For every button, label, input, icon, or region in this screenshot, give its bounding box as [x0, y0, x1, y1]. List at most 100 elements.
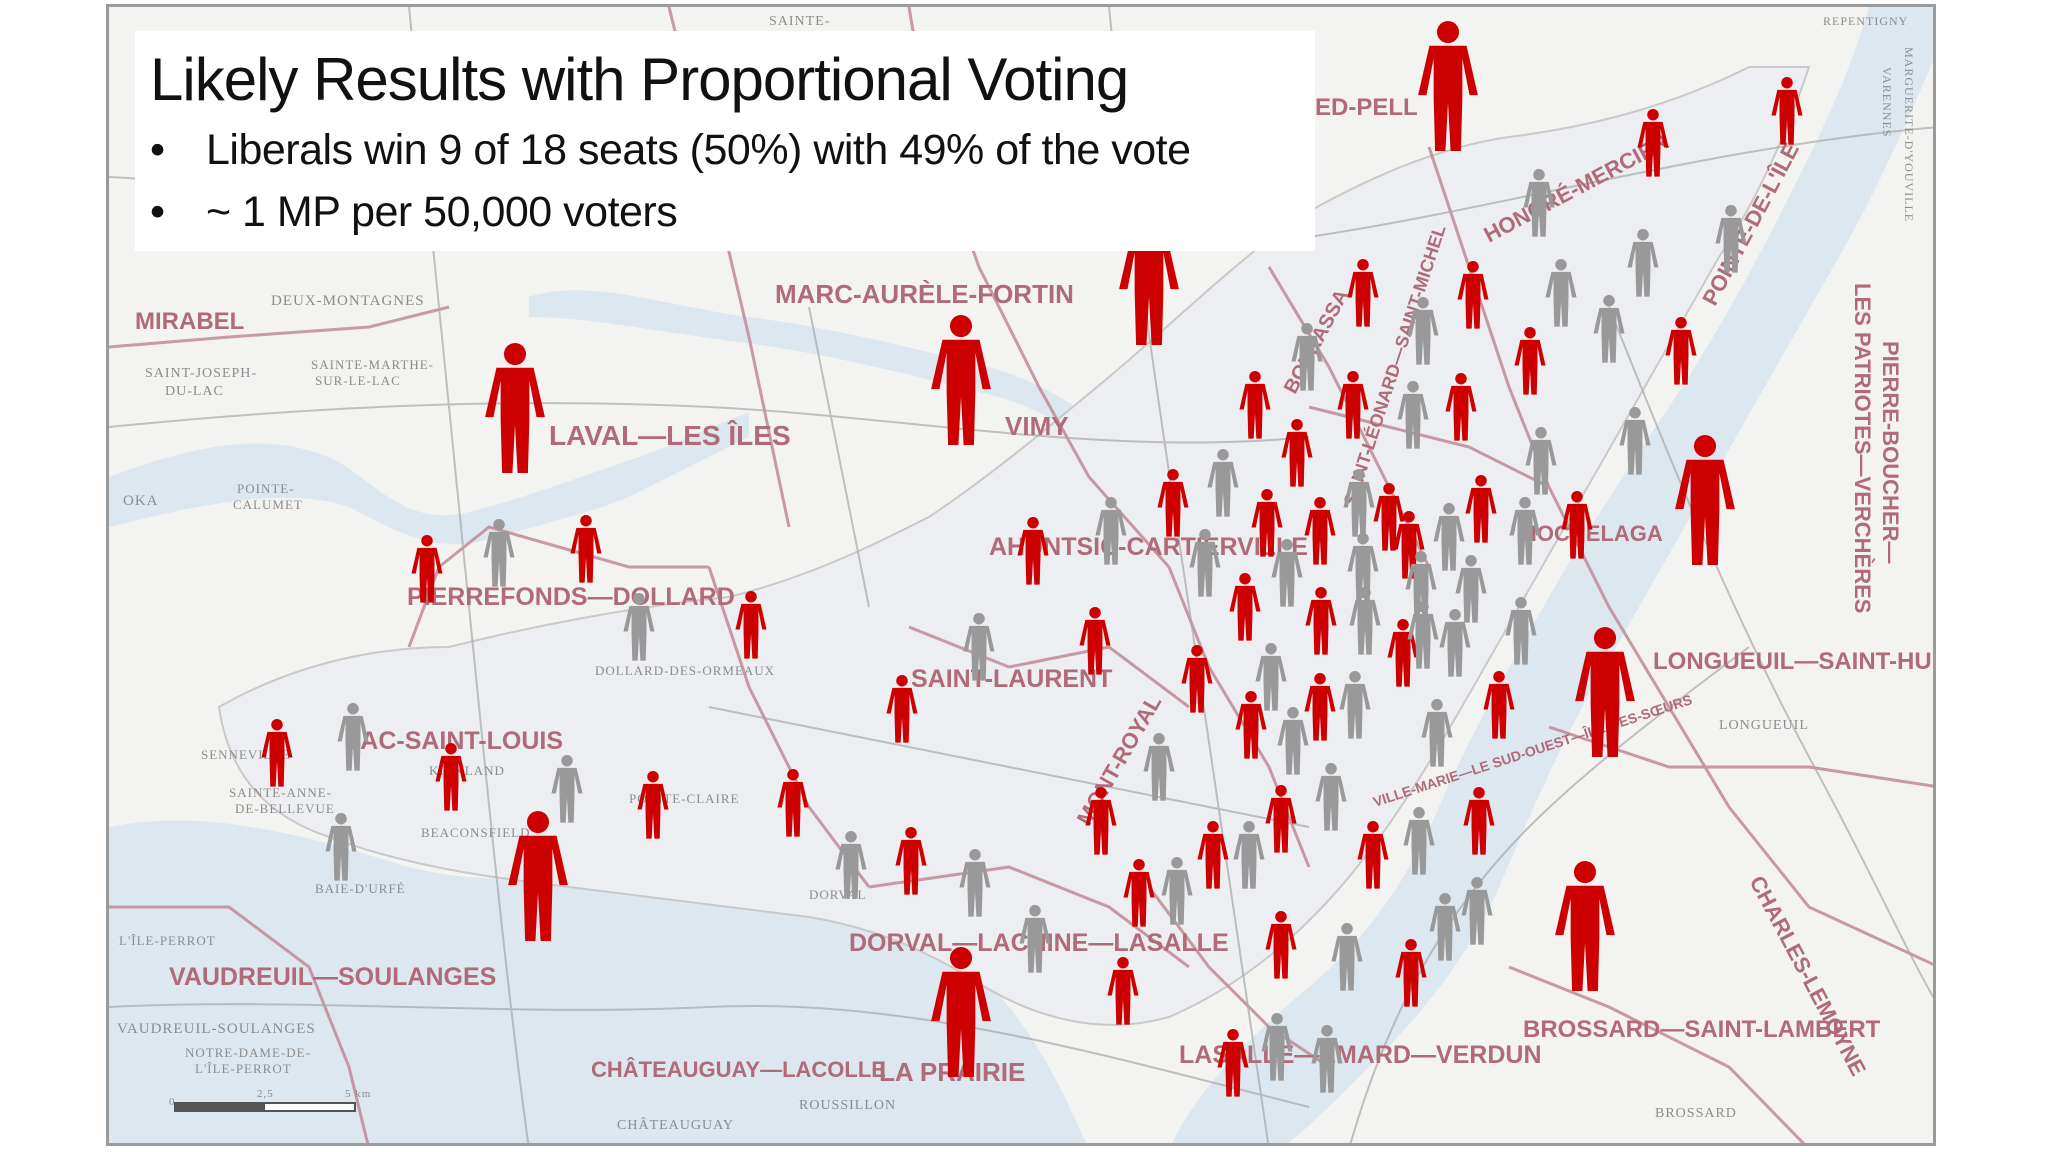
label-sur-le-lac: SUR-LE-LAC [315, 373, 401, 388]
liberal-mp-person-icon [1305, 587, 1337, 655]
label-sainte-anne: SAINTE-ANNE- [229, 785, 332, 800]
label-scale-25: 2,5 [257, 1088, 274, 1100]
liberal-mp-person-icon [1347, 259, 1379, 327]
liberal-mp-person-icon [1251, 489, 1283, 557]
liberal-mp-person-icon [1514, 327, 1546, 395]
label-chateauguay-lacolle: CHÂTEAUGUAY—LACOLLE [591, 1057, 886, 1082]
label-marc-aurele-fortin: MARC-AURÈLE-FORTIN [775, 279, 1074, 309]
other-mp-person-icon [1315, 763, 1347, 831]
liberal-mp-person-icon [1304, 673, 1336, 741]
label-deux-montagnes: DEUX-MONTAGNES [271, 293, 425, 309]
liberal-mp-person-icon [777, 769, 809, 837]
other-mp-person-icon [1715, 205, 1747, 273]
label-repentigny: REPENTIGNY [1823, 14, 1908, 28]
other-mp-person-icon [1339, 671, 1371, 739]
other-mp-person-icon [1255, 643, 1287, 711]
label-scale-5: 5 km [345, 1088, 371, 1100]
liberal-mp-person-icon [735, 591, 767, 659]
liberal-mp-person-icon [1373, 483, 1405, 551]
other-mp-person-icon [959, 849, 991, 917]
label-de-bellevue: DE-BELLEVUE [235, 801, 335, 816]
other-mp-person-icon [1525, 427, 1557, 495]
liberal-mp-person-icon [508, 811, 568, 941]
other-mp-person-icon [1545, 259, 1577, 327]
other-mp-person-icon [1311, 1025, 1343, 1093]
label-dorval: DORVAL [809, 887, 866, 902]
other-mp-person-icon [1433, 503, 1465, 571]
bullet-item: • Liberals win 9 of 18 seats (50%) with 4… [150, 126, 1191, 175]
label-ed-pell: ED-PELL [1315, 94, 1418, 121]
liberal-mp-person-icon [1239, 371, 1271, 439]
other-mp-person-icon [1509, 497, 1541, 565]
liberal-mp-person-icon [1265, 785, 1297, 853]
liberal-mp-person-icon [1395, 939, 1427, 1007]
bullet-dot: • [150, 188, 165, 236]
other-mp-person-icon [1343, 469, 1375, 537]
liberal-mp-person-icon [637, 771, 669, 839]
other-mp-person-icon [1439, 609, 1471, 677]
label-brossard: BROSSARD [1655, 1106, 1737, 1121]
label-mirabel: MIRABEL [135, 308, 244, 335]
label-pointe: POINTE- [237, 481, 295, 496]
liberal-mp-person-icon [1085, 787, 1117, 855]
other-mp-person-icon [1233, 821, 1265, 889]
slide-title: Likely Results with Proportional Voting [150, 46, 1129, 113]
label-saint-laurent: SAINT-LAURENT [911, 665, 1112, 693]
liberal-mp-person-icon [1465, 475, 1497, 543]
liberal-mp-person-icon [1304, 497, 1336, 565]
liberal-mp-person-icon [1457, 261, 1489, 329]
label-pierre-boucher: PIERRE-BOUCHER— [1878, 341, 1903, 563]
label-pierrefonds-dollard: PIERREFONDS—DOLLARD [407, 583, 735, 611]
other-mp-person-icon [1403, 807, 1435, 875]
other-mp-person-icon [1505, 597, 1537, 665]
other-mp-person-icon [1619, 407, 1651, 475]
other-mp-person-icon [1397, 381, 1429, 449]
liberal-mp-person-icon [931, 947, 991, 1077]
label-dollard-des-ormeaux: DOLLARD-DES-ORMEAUX [595, 663, 775, 678]
liberal-mp-person-icon [1463, 787, 1495, 855]
other-mp-person-icon [1405, 551, 1437, 619]
label-beaconsfield: BEACONSFIELD [421, 825, 531, 840]
label-oka: OKA [123, 493, 159, 509]
bullet-text: Liberals win 9 of 18 seats (50%) with 49… [206, 126, 1191, 174]
bullet-item: • ~ 1 MP per 50,000 voters [150, 188, 678, 237]
bullet-dot: • [150, 126, 165, 174]
other-mp-person-icon [483, 519, 515, 587]
liberal-mp-person-icon [1107, 957, 1139, 1025]
other-mp-person-icon [1095, 497, 1127, 565]
other-mp-person-icon [1143, 733, 1175, 801]
other-mp-person-icon [337, 703, 369, 771]
label-hochelaga: HOCHELAGA [1521, 521, 1663, 546]
other-mp-person-icon [551, 755, 583, 823]
liberal-mp-person-icon [1575, 627, 1635, 757]
label-du-lac: DU-LAC [165, 384, 224, 399]
liberal-mp-person-icon [1217, 1029, 1249, 1097]
label-laval-les-iles: LAVAL—LES ÎLES [549, 420, 791, 451]
other-mp-person-icon [1593, 295, 1625, 363]
liberal-mp-person-icon [435, 743, 467, 811]
other-mp-person-icon [1019, 905, 1051, 973]
liberal-mp-person-icon [895, 827, 927, 895]
liberal-mp-person-icon [1418, 21, 1478, 152]
liberal-mp-person-icon [1235, 691, 1267, 759]
label-calumet: CALUMET [233, 497, 303, 512]
liberal-mp-person-icon [1337, 371, 1369, 439]
bullet-text: ~ 1 MP per 50,000 voters [206, 188, 678, 236]
other-mp-person-icon [1627, 229, 1659, 297]
other-mp-person-icon [1291, 323, 1323, 391]
label-scale-0: 0 [169, 1096, 176, 1108]
liberal-mp-person-icon [1555, 861, 1615, 991]
label-notre-dame: NOTRE-DAME-DE- [185, 1045, 311, 1060]
liberal-mp-person-icon [485, 343, 545, 473]
other-mp-person-icon [1207, 449, 1239, 517]
other-mp-person-icon [1523, 169, 1555, 237]
label-vaudreuil-soulanges: VAUDREUIL—SOULANGES [169, 963, 496, 991]
label-saint-joseph: SAINT-JOSEPH- [145, 366, 257, 381]
other-mp-person-icon [1421, 699, 1453, 767]
liberal-mp-person-icon [1079, 607, 1111, 675]
liberal-mp-person-icon [886, 675, 918, 743]
liberal-mp-person-icon [1357, 821, 1389, 889]
liberal-mp-person-icon [1229, 573, 1261, 641]
other-mp-person-icon [1349, 587, 1381, 655]
mp-figures [261, 21, 1803, 1097]
